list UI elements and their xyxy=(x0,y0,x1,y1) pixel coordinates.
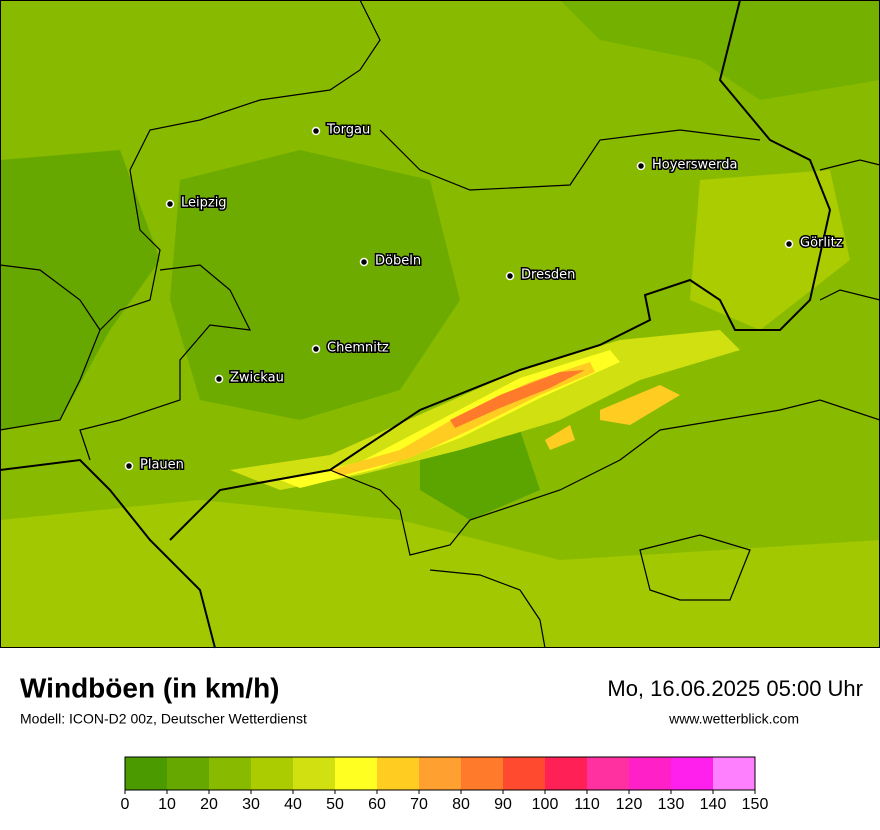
city-label: Leipzig xyxy=(181,196,227,211)
border xyxy=(819,159,880,301)
border xyxy=(379,129,761,191)
border xyxy=(79,264,252,461)
city-marker xyxy=(124,461,134,471)
terrain xyxy=(0,150,160,430)
legend-swatch xyxy=(629,757,671,790)
legend-swatch xyxy=(671,757,713,790)
city-label: Chemnitz xyxy=(327,341,389,356)
city-marker xyxy=(636,161,646,171)
legend: 0 10 20 30 40 50 60 70 80 90 100 110 120 130 140 150 xyxy=(121,756,769,813)
city-label: Döbeln xyxy=(375,254,421,269)
legend-swatch xyxy=(461,757,503,790)
legend-tick-label: 20 xyxy=(200,796,218,813)
legend-swatch xyxy=(209,757,251,790)
border xyxy=(429,569,546,649)
city-marker xyxy=(311,126,321,136)
legend-tick-label: 60 xyxy=(368,796,386,813)
border xyxy=(129,0,381,171)
datetime: Mo, 16.06.2025 05:00 Uhr xyxy=(607,676,863,701)
legend-tick-label: 120 xyxy=(616,796,643,813)
gust-area xyxy=(450,370,585,428)
legend-tick-label: 30 xyxy=(242,796,260,813)
city-marker xyxy=(311,344,321,354)
legend-tick-label: 40 xyxy=(284,796,302,813)
map: Torgau Leipzig Hoyerswerda Görlitz Döbeln Dre… xyxy=(0,0,880,649)
legend-tick-label: 140 xyxy=(700,796,727,813)
legend-swatch xyxy=(419,757,461,790)
legend-tick-label: 110 xyxy=(574,796,600,813)
legend-swatch xyxy=(293,757,335,790)
city-marker xyxy=(505,271,515,281)
legend-frame xyxy=(124,756,756,791)
terrain xyxy=(690,170,850,330)
city-label: Torgau xyxy=(326,123,370,138)
city-label: Görlitz xyxy=(800,236,843,251)
legend-tick-label: 130 xyxy=(658,796,685,813)
border xyxy=(169,0,832,541)
terrain xyxy=(560,0,880,100)
city-label: Plauen xyxy=(140,458,184,473)
legend-swatch xyxy=(377,757,419,790)
legend-tick-label: 50 xyxy=(326,796,344,813)
terrain xyxy=(0,500,880,648)
legend-tick-label: 0 xyxy=(121,796,130,813)
terrain xyxy=(170,150,460,420)
subtitle: Modell: ICON-D2 00z, Deutscher Wetterdie… xyxy=(20,711,307,727)
city-layer: Torgau Leipzig Hoyerswerda Görlitz Döbeln Dre… xyxy=(124,121,844,474)
city-marker xyxy=(165,199,175,209)
legend-swatch xyxy=(167,757,209,790)
title: Windböen (in km/h) xyxy=(20,672,280,703)
legend-swatch xyxy=(335,757,377,790)
legend-swatch xyxy=(545,757,587,790)
city-marker xyxy=(214,374,224,384)
border xyxy=(0,458,216,649)
legend-tick-label: 100 xyxy=(532,796,559,813)
city-marker xyxy=(784,239,794,249)
gust-area xyxy=(545,385,680,450)
legend-swatch xyxy=(503,757,545,790)
legend-tick-label: 80 xyxy=(452,796,470,813)
legend-swatch xyxy=(251,757,293,790)
legend-swatch xyxy=(125,757,167,790)
city-marker xyxy=(359,257,369,267)
border xyxy=(99,169,161,331)
city-label: Zwickau xyxy=(230,371,284,386)
legend-tick-label: 90 xyxy=(494,796,512,813)
website: www.wetterblick.com xyxy=(668,711,799,727)
legend-tick-label: 10 xyxy=(158,796,176,813)
legend-swatch xyxy=(587,757,629,790)
border xyxy=(639,534,751,601)
city-label: Dresden xyxy=(521,268,575,283)
city-label: Hoyerswerda xyxy=(652,158,738,173)
legend-tick-label: 150 xyxy=(742,796,769,813)
legend-swatch xyxy=(713,757,755,790)
legend-tick-label: 70 xyxy=(410,796,428,813)
border xyxy=(329,399,880,556)
